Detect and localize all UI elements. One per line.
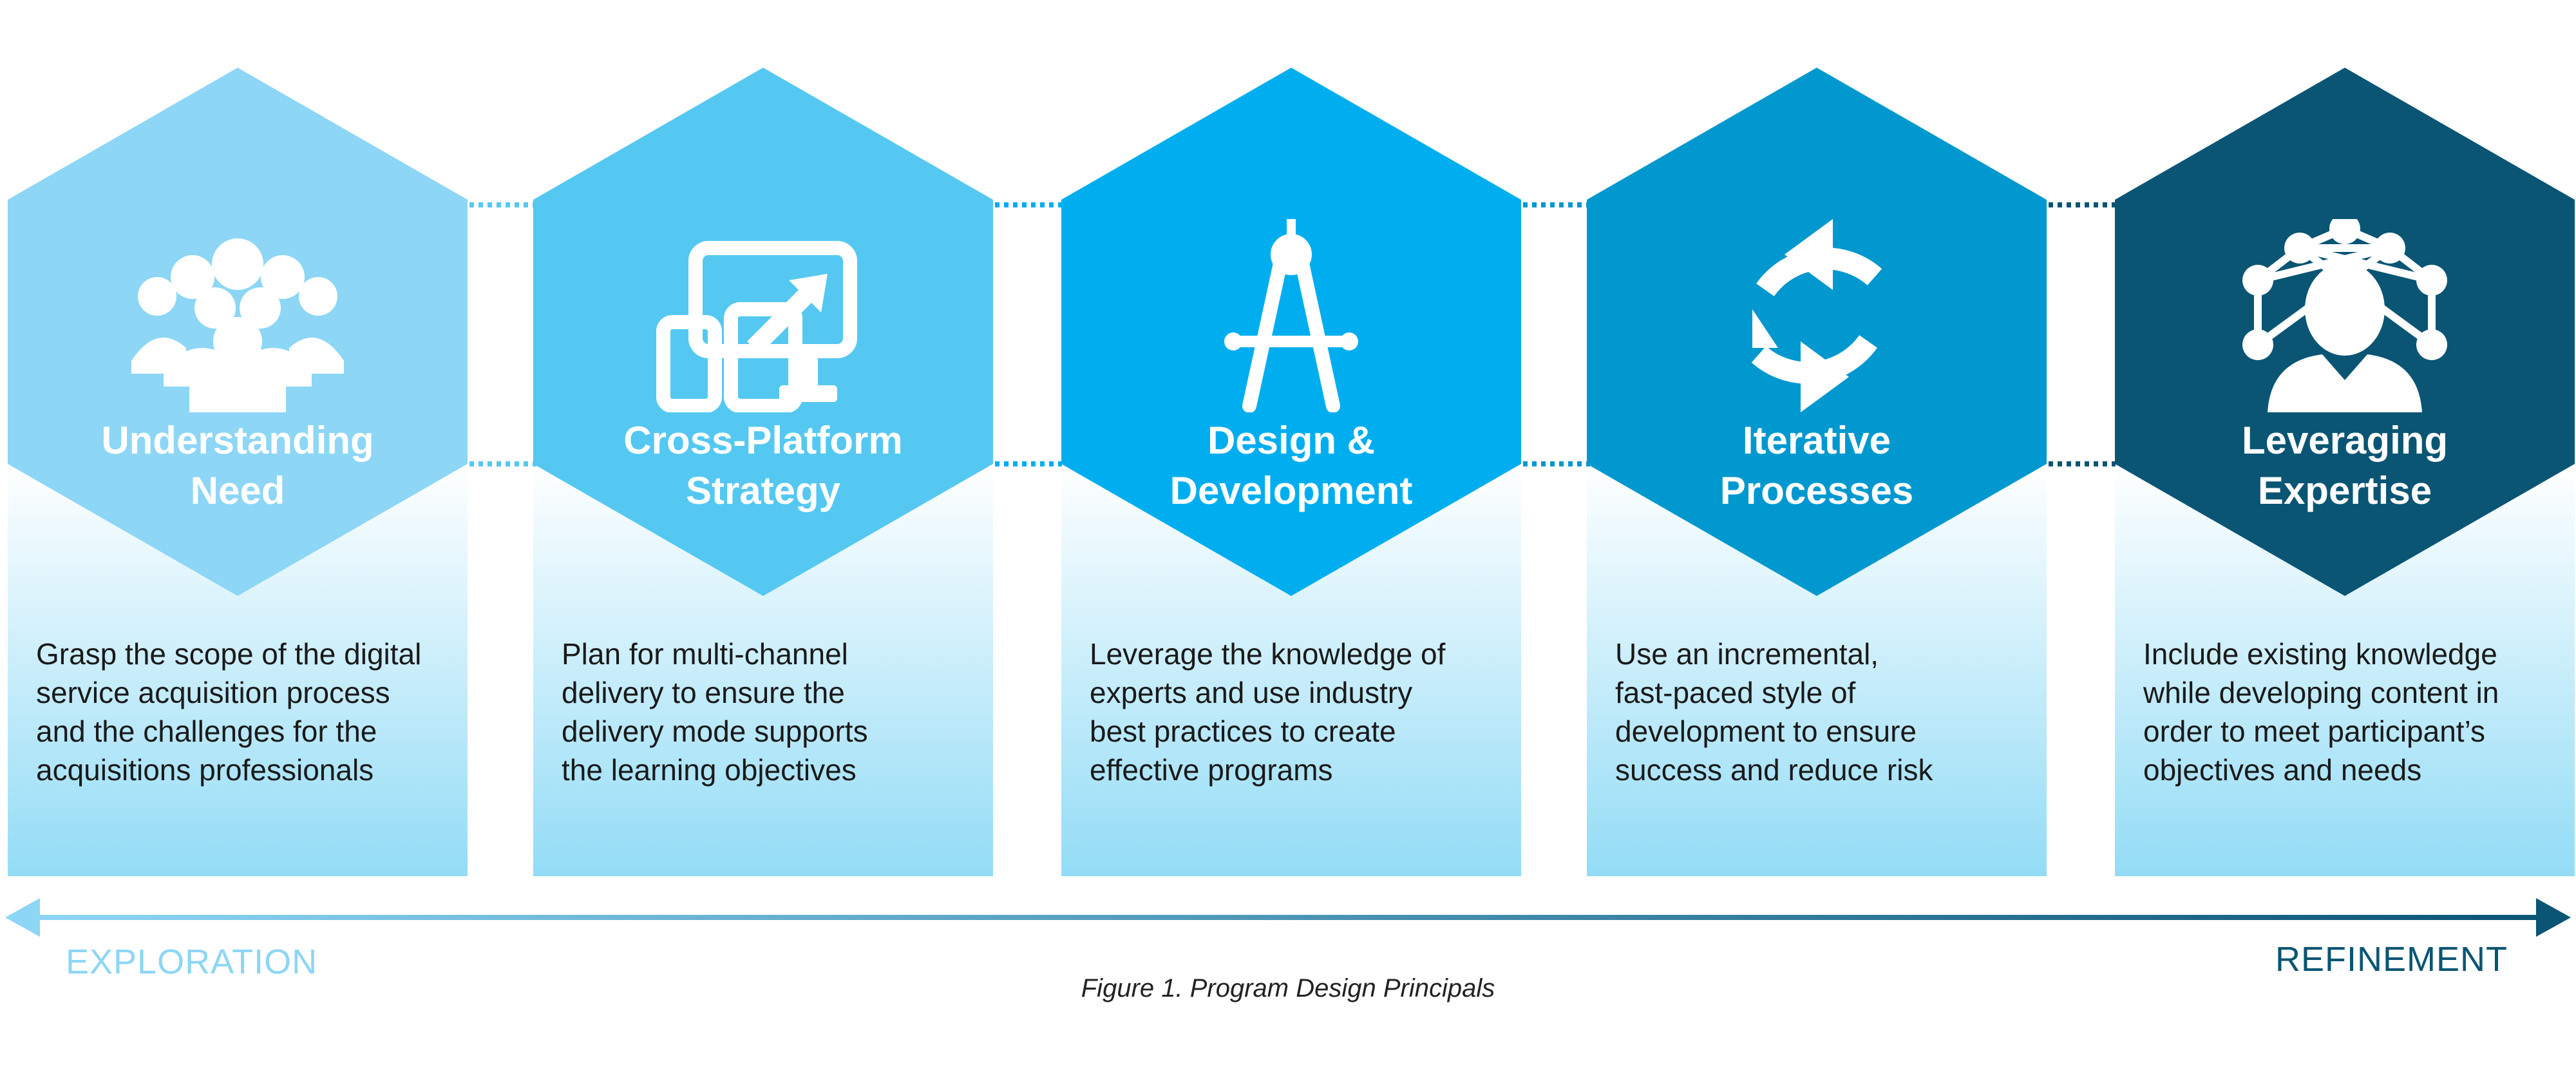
- principle-description-line: Plan for multi-channel: [562, 637, 848, 671]
- hexagon-shape: [1061, 68, 1521, 596]
- principle-description-line: acquisitions professionals: [36, 753, 374, 787]
- principle-title-line: Processes: [1719, 469, 1914, 512]
- principle-title: Understanding Need: [8, 416, 468, 516]
- principle-title: Iterative Processes: [1587, 416, 2047, 516]
- dotted-connector: [1523, 461, 1590, 466]
- principle-description-line: objectives and needs: [2143, 753, 2422, 787]
- dotted-connector: [469, 461, 536, 466]
- principle-column: Leveraging Expertise Include existing know…: [2115, 0, 2575, 876]
- principle-title-line: Need: [190, 469, 285, 512]
- principle-description-line: effective programs: [1090, 753, 1333, 787]
- principle-column: Cross-Platform Strategy Plan for multi-cha…: [533, 0, 993, 876]
- exploration-refinement-arrow: [5, 898, 2571, 937]
- hexagon-shape: [1587, 68, 2047, 596]
- principle-column: Design & Development Leverage the knowledg…: [1061, 0, 1521, 876]
- principle-hexagon: [1061, 68, 1521, 876]
- principle-description-line: development to ensure: [1615, 714, 1917, 748]
- principle-column: Understanding Need Grasp the scope of the …: [8, 0, 468, 876]
- principle-description-line: Use an incremental,: [1615, 637, 1879, 671]
- dotted-connector: [995, 461, 1062, 466]
- principle-title-line: Expertise: [2257, 469, 2432, 512]
- principle-description: Leverage the knowledge of experts and use…: [1090, 635, 1515, 789]
- dotted-connector: [2049, 461, 2116, 466]
- drafting-compass-icon: [1224, 219, 1358, 412]
- principle-title-line: Design &: [1207, 419, 1376, 462]
- principle-description-line: the learning objectives: [562, 753, 857, 787]
- principle-description-line: success and reduce risk: [1615, 753, 1933, 787]
- principle-title-line: Iterative: [1742, 419, 1891, 462]
- principle-title-line: Development: [1170, 469, 1413, 512]
- principle-description-line: best practices to create: [1090, 714, 1396, 748]
- principle-description-line: while developing content in: [2143, 676, 2499, 709]
- principle-description-line: fast-paced style of: [1615, 676, 1856, 709]
- exploration-label: EXPLORATION: [66, 943, 318, 981]
- principle-description-line: Grasp the scope of the digital: [36, 637, 422, 671]
- principle-description-line: service acquisition process: [36, 676, 390, 709]
- principle-description-line: Include existing knowledge: [2143, 637, 2497, 671]
- dotted-connector: [995, 202, 1062, 207]
- principle-description: Grasp the scope of the digital service ac…: [36, 635, 461, 789]
- principle-description-line: delivery to ensure the: [562, 676, 845, 709]
- principle-title: Cross-Platform Strategy: [533, 416, 993, 516]
- principle-description-line: and the challenges for the: [36, 714, 377, 748]
- principle-title-line: Cross-Platform: [623, 419, 903, 462]
- principle-description-line: order to meet participant’s: [2143, 714, 2485, 748]
- dotted-connector: [469, 202, 536, 207]
- principle-column: Iterative Processes Use an incremental, fas…: [1587, 0, 2047, 876]
- principle-title-line: Leveraging: [2241, 419, 2448, 462]
- principle-title: Leveraging Expertise: [2115, 416, 2575, 516]
- principle-description-line: Leverage the knowledge of: [1090, 637, 1446, 671]
- principle-title-line: Strategy: [685, 469, 841, 512]
- principle-title-line: Understanding: [101, 419, 374, 462]
- principle-description: Use an incremental, fast-paced style of de…: [1615, 635, 2040, 789]
- figure-caption: Figure 1. Program Design Principals: [1081, 974, 1495, 1002]
- expert-network-icon: [2242, 219, 2447, 412]
- multi-device-icon: [656, 241, 857, 412]
- group-of-people-icon: [131, 238, 344, 412]
- dotted-connector: [2049, 202, 2116, 207]
- principle-description: Plan for multi-channel delivery to ensure…: [562, 635, 987, 789]
- principle-hexagon: [1587, 68, 2047, 876]
- principle-description-line: delivery mode supports: [562, 714, 868, 748]
- principle-title: Design & Development: [1061, 416, 1521, 516]
- principle-description: Include existing knowledge while developi…: [2143, 635, 2568, 789]
- refinement-label: REFINEMENT: [2275, 940, 2508, 979]
- dotted-connector: [1523, 202, 1590, 207]
- cycle-arrows-icon: [1751, 219, 1882, 412]
- principle-description-line: experts and use industry: [1090, 676, 1413, 709]
